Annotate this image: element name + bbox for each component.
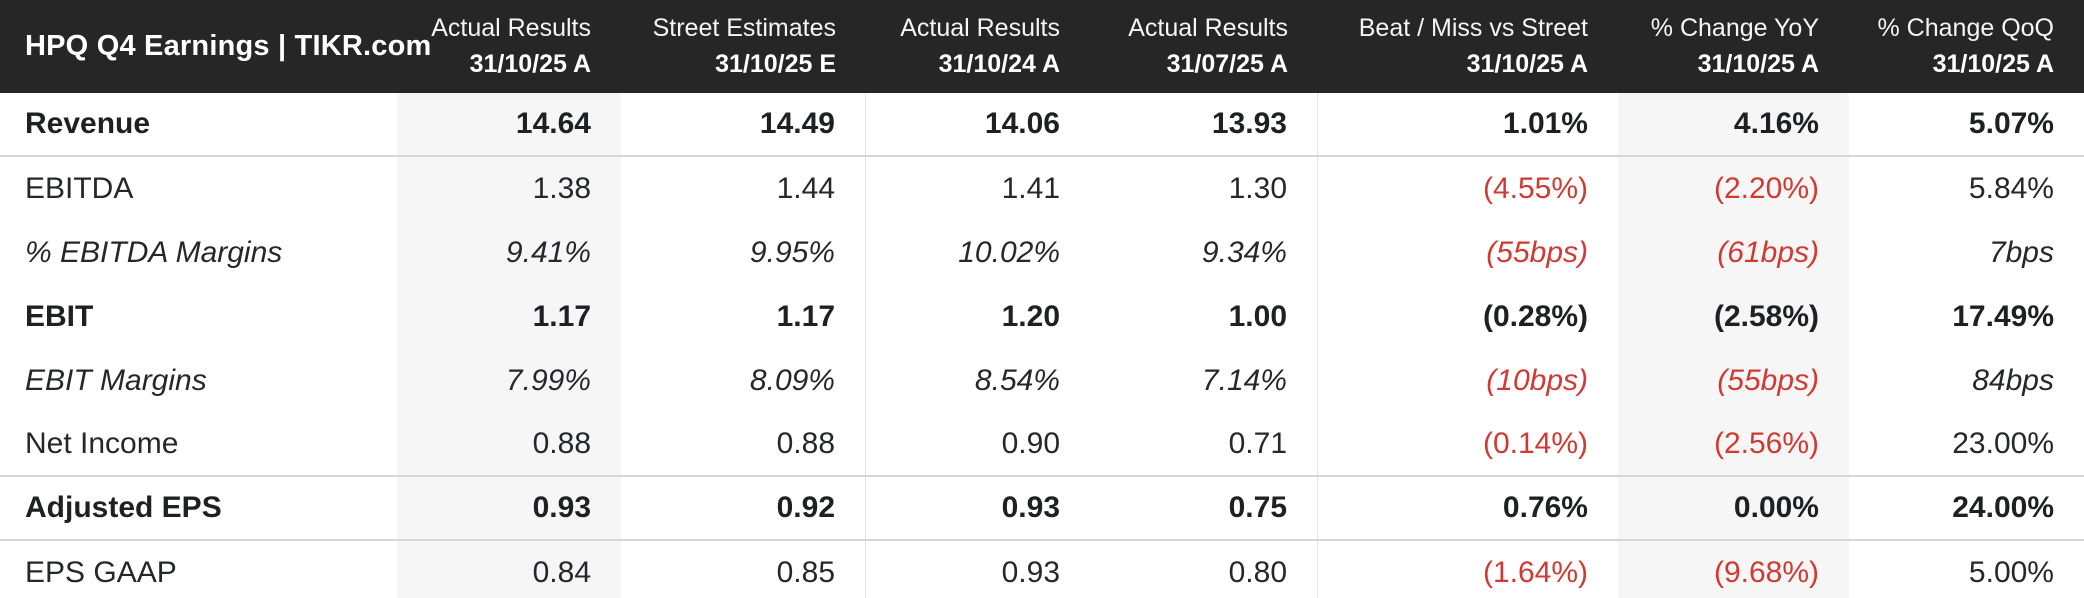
value-cell: 0.93 (1001, 556, 1060, 589)
value-cell: 9.34% (1090, 221, 1318, 285)
column-header-change-qoq: % Change QoQ 31/10/25 A (1849, 0, 2084, 93)
column-header-date: 31/10/25 E (715, 50, 836, 78)
value-cell: (10bps) (1486, 364, 1588, 397)
value-cell: (2.56%) (1618, 413, 1849, 475)
value-cell: 14.64 (397, 93, 621, 155)
row-label: EBIT Margins (25, 364, 207, 397)
column-header-street-estimates: Street Estimates 31/10/25 E (621, 0, 866, 93)
value-cell: 13.93 (1090, 93, 1318, 155)
value-cell: (0.28%) (1482, 300, 1588, 333)
column-header-label: Actual Results (431, 14, 591, 42)
table-row: Adjusted EPS 0.93 0.92 0.93 0.75 0.76% 0.00% 24… (0, 477, 2084, 541)
value-cell: 14.06 (984, 107, 1060, 140)
value-cell: 1.20 (1001, 300, 1060, 333)
value-cell: 24.00% (1952, 491, 2054, 524)
value-cell: 7.14% (1090, 349, 1318, 413)
table-row: Net Income 0.88 0.88 0.90 0.71 (0.14%) (2.56%)… (0, 413, 2084, 477)
value-cell: 1.38 (397, 157, 621, 221)
value-cell: (55bps) (1486, 236, 1588, 269)
column-header-date: 31/10/25 A (1932, 50, 2054, 78)
column-header-actual-31-07-25: Actual Results 31/07/25 A (1090, 0, 1318, 93)
value-cell: 0.80 (1090, 541, 1318, 598)
column-header-date: 31/10/25 A (1697, 50, 1819, 78)
column-header-date: 31/10/24 A (938, 50, 1060, 78)
value-cell: 8.09% (621, 349, 866, 413)
table-row: % EBITDA Margins 9.41% 9.95% 10.02% 9.34% (55… (0, 221, 2084, 285)
value-cell: 14.49 (621, 93, 866, 155)
value-cell: 0.84 (397, 541, 621, 598)
value-cell: (4.55%) (1482, 172, 1588, 205)
value-cell: 23.00% (1952, 427, 2054, 460)
column-header-actual-31-10-24: Actual Results 31/10/24 A (866, 0, 1090, 93)
column-header-change-yoy: % Change YoY 31/10/25 A (1618, 0, 1849, 93)
value-cell: 7.99% (397, 349, 621, 413)
value-cell: 0.93 (1001, 491, 1060, 524)
table-row: EPS GAAP 0.84 0.85 0.93 0.80 (1.64%) (9.68%) 5.… (0, 541, 2084, 598)
value-cell: (61bps) (1618, 221, 1849, 285)
value-cell: 0.90 (1001, 427, 1060, 460)
table-title: HPQ Q4 Earnings | TIKR.com (25, 30, 432, 62)
value-cell: 9.95% (621, 221, 866, 285)
value-cell: 0.00% (1618, 477, 1849, 539)
value-cell: (2.20%) (1618, 157, 1849, 221)
row-label: Adjusted EPS (25, 491, 222, 524)
column-header-label: Actual Results (900, 14, 1060, 42)
value-cell: 1.41 (1001, 172, 1060, 205)
value-cell: 0.93 (397, 477, 621, 539)
value-cell: (1.64%) (1482, 556, 1588, 589)
table-row: Revenue 14.64 14.49 14.06 13.93 1.01% 4.16% 5.0… (0, 93, 2084, 157)
value-cell: 17.49% (1952, 300, 2054, 333)
row-label: Revenue (25, 107, 151, 140)
column-header-date: 31/07/25 A (1166, 50, 1288, 78)
column-header-label: Street Estimates (652, 14, 836, 42)
value-cell: 0.85 (621, 541, 866, 598)
value-cell: 1.17 (621, 285, 866, 349)
value-cell: 0.92 (621, 477, 866, 539)
row-label: Net Income (25, 427, 179, 460)
value-cell: 0.75 (1090, 477, 1318, 539)
column-header-label: Beat / Miss vs Street (1358, 14, 1588, 42)
column-header-label: % Change QoQ (1877, 14, 2055, 42)
row-label: EPS GAAP (25, 556, 177, 589)
value-cell: (55bps) (1618, 349, 1849, 413)
table-body: Revenue 14.64 14.49 14.06 13.93 1.01% 4.16% 5.0… (0, 93, 2084, 598)
value-cell: 1.30 (1090, 157, 1318, 221)
column-header-actual-31-10-25: Actual Results 31/10/25 A (397, 0, 621, 93)
value-cell: 84bps (1972, 364, 2054, 397)
value-cell: 5.00% (1968, 556, 2054, 589)
value-cell: 9.41% (397, 221, 621, 285)
value-cell: 0.71 (1090, 413, 1318, 475)
value-cell: 1.17 (397, 285, 621, 349)
row-label: EBIT (25, 300, 94, 333)
value-cell: 0.88 (397, 413, 621, 475)
value-cell: (0.14%) (1482, 427, 1588, 460)
value-cell: 1.00 (1090, 285, 1318, 349)
row-label: % EBITDA Margins (25, 236, 283, 269)
column-header-date: 31/10/25 A (1466, 50, 1588, 78)
table-row: EBIT 1.17 1.17 1.20 1.00 (0.28%) (2.58%) 17.49% (0, 285, 2084, 349)
column-header-date: 31/10/25 A (469, 50, 591, 78)
value-cell: 8.54% (974, 364, 1060, 397)
value-cell: 1.44 (621, 157, 866, 221)
table-header-row: HPQ Q4 Earnings | TIKR.com Actual Result… (0, 0, 2084, 93)
value-cell: 7bps (1988, 236, 2054, 269)
value-cell: 1.01% (1502, 107, 1588, 140)
column-header-beat-miss: Beat / Miss vs Street 31/10/25 A (1318, 0, 1618, 93)
value-cell: 0.76% (1502, 491, 1588, 524)
row-label: EBITDA (25, 172, 134, 205)
value-cell: 5.07% (1968, 107, 2054, 140)
value-cell: 0.88 (621, 413, 866, 475)
column-header-label: % Change YoY (1650, 14, 1819, 42)
value-cell: (9.68%) (1618, 541, 1849, 598)
value-cell: 10.02% (958, 236, 1060, 269)
value-cell: 4.16% (1618, 93, 1849, 155)
column-header-label: Actual Results (1128, 14, 1288, 42)
value-cell: 5.84% (1968, 172, 2054, 205)
table-row: EBITDA 1.38 1.44 1.41 1.30 (4.55%) (2.20%) 5.84… (0, 157, 2084, 221)
value-cell: (2.58%) (1618, 285, 1849, 349)
table-row: EBIT Margins 7.99% 8.09% 8.54% 7.14% (10bps) (… (0, 349, 2084, 413)
